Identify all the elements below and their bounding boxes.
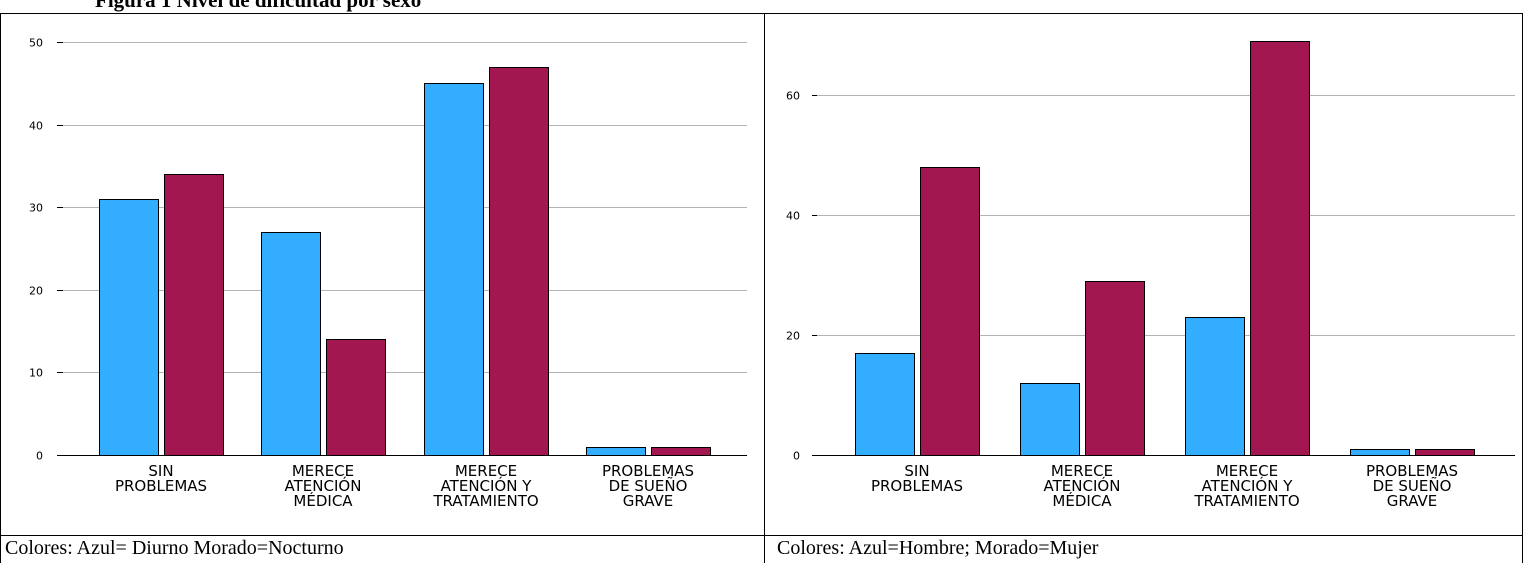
y-tick-label: 40: [786, 210, 800, 223]
bar-series-1-cat-1: [99, 199, 159, 456]
x-category-label: MERECE ATENCIÓN Y TRATAMIENTO: [1193, 462, 1299, 510]
x-category-label: MERECE ATENCIÓN MÉDICA: [1044, 462, 1121, 510]
bar-series-2-cat-2: [326, 339, 386, 456]
bar-series-2-cat-1: [920, 167, 980, 456]
y-tick-label: 30: [29, 202, 43, 215]
x-category-label: SIN PROBLEMAS: [871, 462, 963, 495]
bar-series-2-cat-4: [1415, 449, 1475, 456]
bar-series-2-cat-2: [1085, 281, 1145, 456]
x-category-label: PROBLEMAS DE SUEÑO GRAVE: [1366, 462, 1458, 510]
bar-series-2-cat-3: [1250, 41, 1310, 456]
x-category-label: MERECE ATENCIÓN MÉDICA: [285, 462, 362, 510]
bar-series-1-cat-3: [424, 83, 484, 456]
figure-title: Figura 1 Nivel de dificultad por sexo: [95, 0, 422, 12]
bar-series-1-cat-1: [855, 353, 915, 456]
y-tick-label: 60: [786, 90, 800, 103]
x-category-label: PROBLEMAS DE SUEÑO GRAVE: [602, 462, 694, 510]
y-tick-label: 20: [786, 330, 800, 343]
bar-series-2-cat-3: [489, 67, 549, 456]
bar-series-1-cat-4: [1350, 449, 1410, 456]
bar-series-1-cat-3: [1185, 317, 1245, 456]
y-tick-label: 10: [29, 367, 43, 380]
caption-left: Colores: Azul= Diurno Morado=Nocturno: [5, 537, 344, 559]
x-category-label: SIN PROBLEMAS: [115, 462, 207, 495]
y-tick-label: 50: [29, 37, 43, 50]
bar-series-2-cat-1: [164, 174, 224, 456]
bar-series-1-cat-4: [586, 447, 646, 456]
y-tick-label: 0: [36, 450, 43, 463]
bar-series-1-cat-2: [261, 232, 321, 456]
y-tick-label: 0: [793, 450, 800, 463]
bar-series-2-cat-4: [651, 447, 711, 456]
bar-series-1-cat-2: [1020, 383, 1080, 456]
y-tick-label: 40: [29, 120, 43, 133]
x-category-label: MERECE ATENCIÓN Y TRATAMIENTO: [432, 462, 538, 510]
caption-right: Colores: Azul=Hombre; Morado=Mujer: [777, 537, 1099, 559]
y-tick-label: 20: [29, 285, 43, 298]
